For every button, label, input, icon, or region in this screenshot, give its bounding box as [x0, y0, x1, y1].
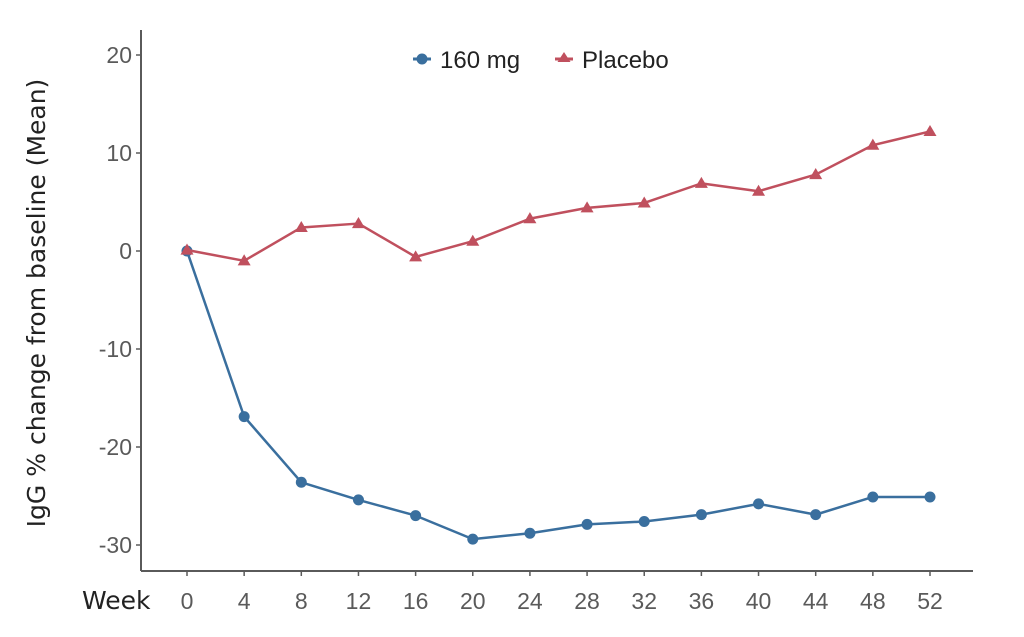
y-tick-label: 0 [119, 238, 132, 264]
x-tick-label: 44 [803, 588, 829, 614]
series-160mg [181, 245, 936, 545]
x-tick-label: 40 [746, 588, 772, 614]
y-tick-label: -30 [99, 532, 132, 558]
data-point [409, 250, 423, 262]
legend: 160 mg Placebo [413, 47, 669, 74]
data-point [923, 124, 937, 136]
y-tick-label: 10 [106, 140, 132, 166]
data-point [866, 138, 880, 150]
x-tick-label: 12 [346, 588, 372, 614]
data-point [351, 217, 365, 229]
legend-item-160mg: 160 mg [413, 47, 520, 74]
x-tick-label: 4 [238, 588, 251, 614]
x-tick-label: 20 [460, 588, 486, 614]
data-point [467, 533, 479, 545]
data-point [238, 411, 250, 423]
x-tick-label: 0 [181, 588, 194, 614]
x-tick-label: 52 [917, 588, 943, 614]
data-point [924, 491, 936, 503]
x-tick-label: 32 [631, 588, 657, 614]
legend-label-160mg: 160 mg [440, 47, 520, 74]
data-point [410, 510, 422, 522]
data-point [294, 220, 308, 233]
x-tick-label: 24 [517, 588, 543, 614]
legend-label-placebo: Placebo [582, 47, 669, 74]
x-tick-label: 16 [403, 588, 429, 614]
data-point [752, 184, 766, 196]
data-point [867, 491, 879, 503]
data-point [524, 527, 536, 539]
series-layer [180, 124, 937, 545]
data-point [695, 509, 707, 521]
data-point [810, 509, 822, 521]
x-tick-label: 36 [689, 588, 715, 614]
data-point [581, 518, 593, 530]
series-line [186, 130, 931, 263]
data-point [466, 234, 480, 246]
data-point [580, 201, 594, 213]
y-tick-label: -20 [99, 434, 132, 460]
data-point [753, 498, 765, 510]
data-point [352, 494, 364, 506]
y-axis-ticks: 20 10 0 -10 -20 -30 [99, 42, 141, 558]
legend-marker-triangle-icon [557, 52, 571, 62]
legend-marker-circle-icon [416, 53, 428, 65]
data-point [809, 168, 823, 180]
x-tick-label: 28 [574, 588, 600, 614]
x-tick-label: 8 [295, 588, 308, 614]
data-point [638, 515, 650, 527]
series-line [185, 250, 930, 541]
data-point [237, 254, 251, 266]
data-point [523, 212, 537, 224]
y-tick-label: -10 [99, 336, 132, 362]
y-tick-label: 20 [106, 42, 132, 68]
x-tick-label: 48 [860, 588, 886, 614]
series-placebo [180, 124, 937, 266]
data-point [637, 196, 651, 208]
data-point [295, 476, 307, 488]
x-axis-title: Week [82, 586, 151, 615]
x-axis-ticks: 0 4 8 12 16 20 24 28 32 36 40 44 48 52 [181, 571, 943, 614]
legend-item-placebo: Placebo [555, 47, 669, 74]
y-axis-title: IgG % change from baseline (Mean) [22, 79, 51, 528]
data-point [694, 176, 708, 188]
data-point [180, 243, 194, 255]
